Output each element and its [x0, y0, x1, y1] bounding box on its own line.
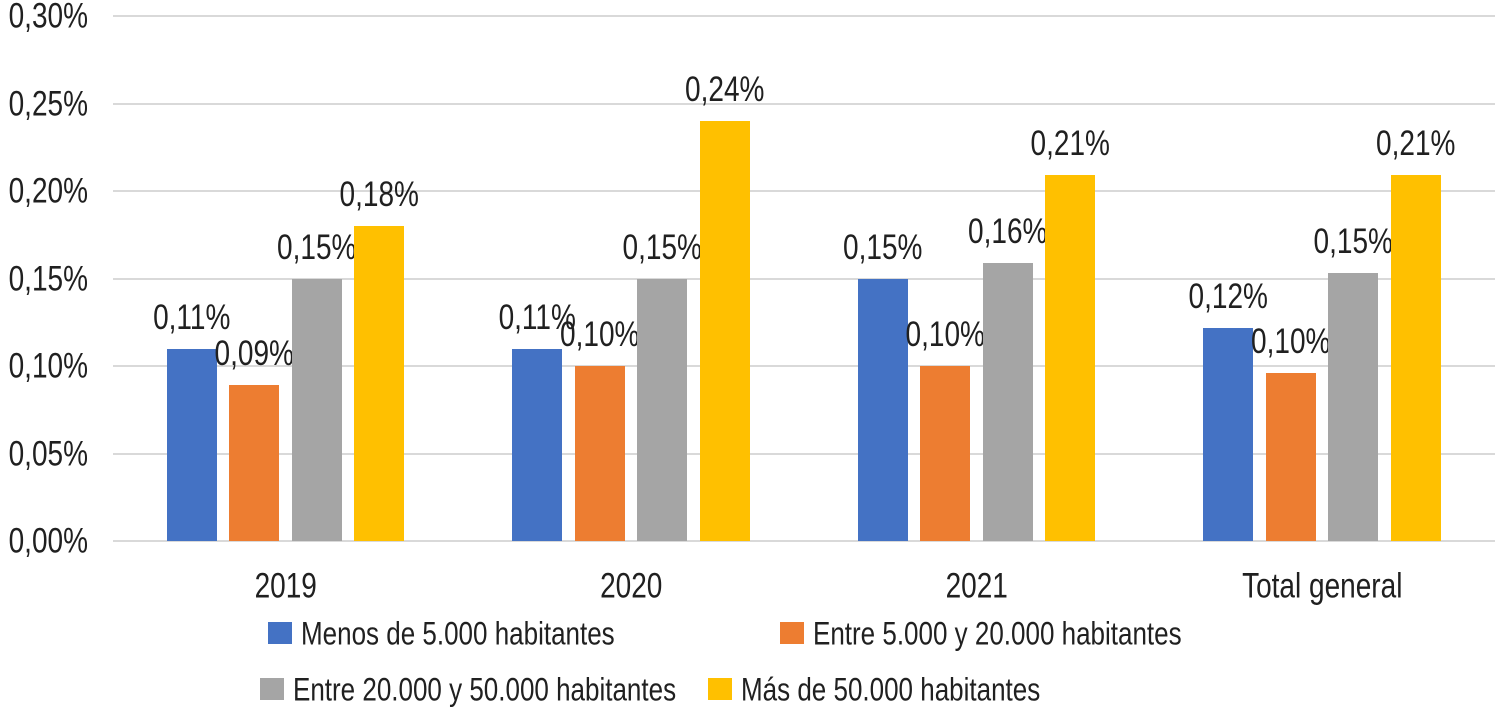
bar — [354, 226, 405, 541]
bar — [574, 366, 625, 541]
bar-data-label: 0,11% — [153, 297, 231, 336]
bar-data-label: 0,15% — [277, 227, 357, 266]
bar-data-label: 0,15% — [1313, 221, 1393, 261]
legend-label: Menos de 5.000 habitantes — [301, 614, 615, 652]
bar-data-label: 0,18% — [339, 174, 419, 214]
y-tick-label: 0,00% — [8, 521, 88, 560]
bar — [1203, 327, 1254, 541]
bar — [1265, 373, 1316, 541]
legend-swatch — [780, 622, 804, 644]
bar — [637, 278, 688, 541]
bar — [291, 278, 342, 541]
bar-data-label: 0,21% — [1376, 123, 1456, 163]
y-tick-label: 0,25% — [8, 83, 88, 123]
gridline — [113, 452, 1495, 455]
bar — [982, 262, 1033, 541]
category-label: 2020 — [600, 566, 663, 605]
bar-data-label: 0,10% — [560, 314, 640, 354]
bar — [699, 121, 750, 541]
bar — [1045, 175, 1096, 541]
bar-data-label: 0,24% — [685, 69, 765, 109]
y-tick-label: 0,10% — [8, 346, 88, 385]
bar — [1328, 273, 1379, 541]
y-tick-label: 0,20% — [8, 171, 88, 210]
gridline — [113, 15, 1495, 17]
bar-data-label: 0,09% — [214, 333, 294, 373]
legend-item: Entre 5.000 y 20.000 habitantes — [780, 617, 1182, 649]
legend-item: Más de 50.000 habitantes — [708, 673, 1040, 705]
bar-data-label: 0,15% — [843, 227, 923, 266]
legend-item: Entre 20.000 y 50.000 habitantes — [260, 673, 676, 705]
legend-swatch — [268, 622, 292, 644]
gridline — [113, 190, 1495, 192]
bar-data-label: 0,12% — [1188, 276, 1268, 315]
gridline — [113, 102, 1495, 105]
y-tick-label: 0,15% — [8, 258, 88, 298]
bar-data-label: 0,10% — [1251, 321, 1331, 361]
bar — [512, 348, 563, 541]
gridline — [113, 365, 1495, 367]
legend-label: Más de 50.000 habitantes — [741, 670, 1041, 708]
bar-data-label: 0,11% — [498, 297, 576, 336]
category-label: 2019 — [254, 566, 317, 605]
y-tick-label: 0,05% — [8, 433, 88, 473]
bar — [920, 366, 971, 541]
legend-swatch — [260, 678, 284, 700]
legend-label: Entre 5.000 y 20.000 habitantes — [813, 614, 1182, 652]
legend-swatch — [708, 678, 732, 700]
bar-data-label: 0,15% — [622, 227, 702, 266]
bar-data-label: 0,21% — [1030, 123, 1110, 163]
category-label: Total general — [1242, 566, 1403, 605]
category-label: 2021 — [945, 566, 1008, 605]
legend-label: Entre 20.000 y 50.000 habitantes — [293, 670, 677, 708]
bar — [857, 278, 908, 541]
gridline — [113, 277, 1495, 280]
gridline — [113, 540, 1495, 542]
bar-data-label: 0,10% — [905, 314, 985, 354]
y-tick-label: 0,30% — [8, 0, 88, 35]
plot-area: 0,11% 0,09% 0,15% 0,18% 0,11% 0,10% 0,15% 0,24%… — [113, 15, 1495, 542]
bar-data-label: 0,16% — [968, 211, 1048, 250]
legend-item: Menos de 5.000 habitantes — [268, 617, 615, 649]
bar — [166, 348, 217, 541]
bar — [1390, 175, 1441, 541]
bar — [229, 385, 280, 541]
